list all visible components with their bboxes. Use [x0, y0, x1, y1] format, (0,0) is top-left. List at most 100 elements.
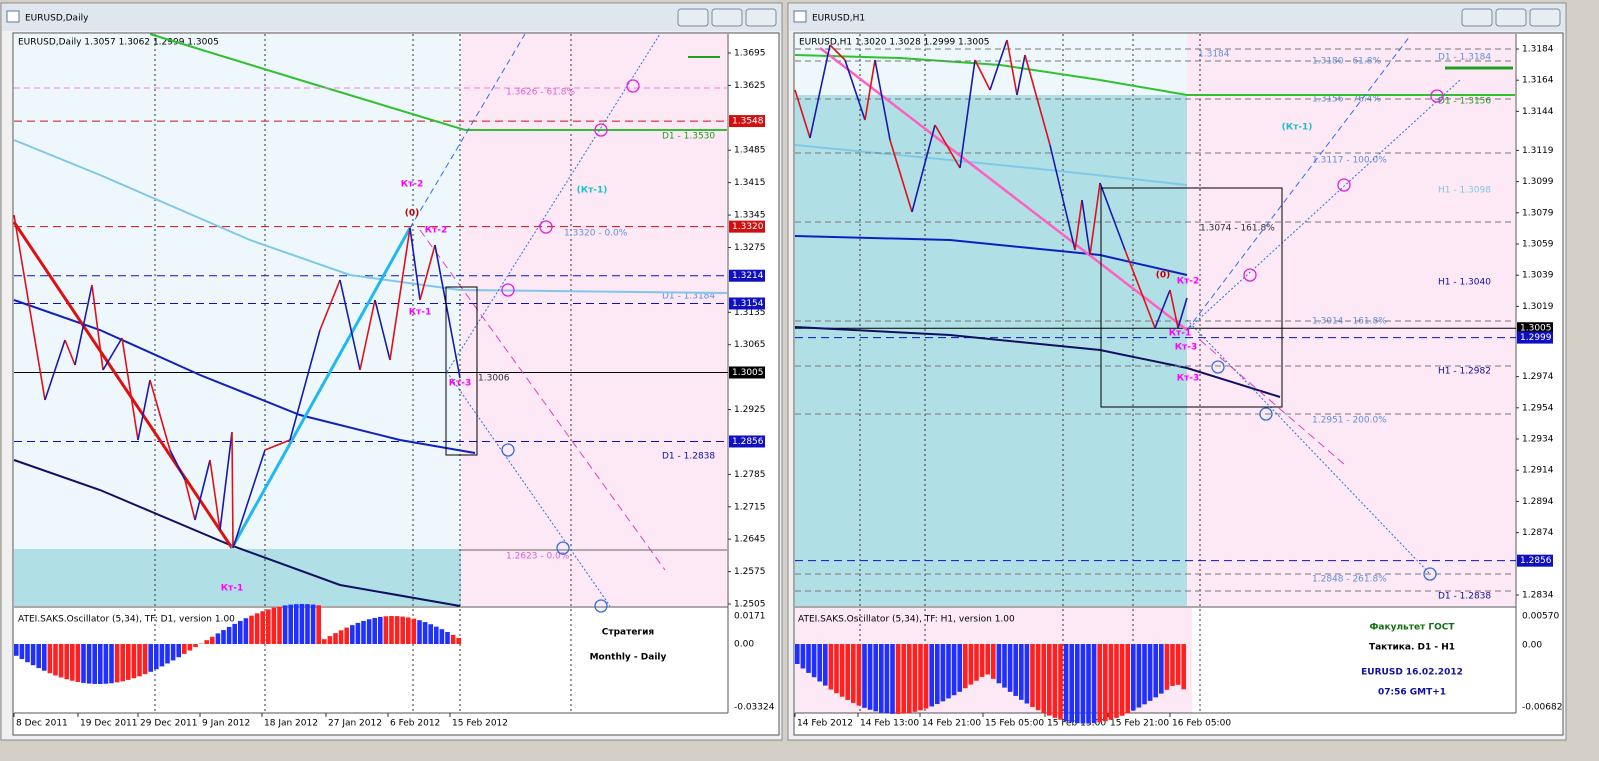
- oscillator-bar: [873, 644, 878, 711]
- price-tick-label: 1.3079: [1522, 208, 1554, 218]
- oscillator-bar: [1181, 644, 1186, 689]
- window-title: EURUSD,H1: [812, 14, 865, 24]
- oscillator-bar: [1036, 644, 1041, 710]
- oscillator-bar: [389, 616, 394, 644]
- oscillator-bar: [171, 644, 176, 660]
- oscillator-bar: [227, 627, 232, 644]
- time-tick-label: 6 Feb 2012: [390, 719, 440, 729]
- oscillator-bar: [1114, 644, 1119, 718]
- price-tick-label: 1.2505: [734, 600, 766, 610]
- oscillator-bar: [361, 621, 366, 644]
- price-tick-label: 1.3485: [734, 146, 766, 156]
- zone: [795, 95, 1187, 606]
- maximize-button[interactable]: [1496, 9, 1526, 26]
- oscillator-bar: [946, 644, 951, 698]
- oscillator-bar: [260, 611, 265, 644]
- oscillator-bar: [1081, 644, 1086, 724]
- oscillator-bar: [1109, 644, 1114, 720]
- oscillator-bar: [851, 644, 856, 703]
- oscillator-bar: [1030, 644, 1035, 707]
- oscillator-bar: [980, 644, 985, 677]
- oscillator-bar: [120, 644, 125, 681]
- oscillator-bar: [1086, 644, 1091, 724]
- oscillator-bar: [845, 644, 850, 700]
- oscillator-bar: [862, 644, 867, 708]
- time-tick-label: 9 Jan 2012: [202, 719, 250, 729]
- oscillator-bar: [1137, 644, 1142, 708]
- oscillator-bar: [92, 644, 97, 684]
- level-label: 1.3184: [1198, 50, 1230, 60]
- oscillator-bar: [255, 613, 260, 644]
- oscillator-bar: [244, 618, 249, 644]
- oscillator-bar: [98, 644, 103, 684]
- oscillator-bar: [210, 637, 215, 644]
- oscillator-bar: [288, 605, 293, 644]
- price-tick-label: 1.3144: [1522, 107, 1554, 117]
- price-tick-label: 1.2785: [734, 470, 766, 480]
- level-label: D1 - 1.3530: [662, 132, 715, 142]
- oscillator-bar: [412, 619, 417, 644]
- oscillator-bar: [160, 644, 165, 666]
- price-tick-label: 1.3164: [1522, 76, 1554, 86]
- price-tick-label: 1.3099: [1522, 177, 1554, 187]
- price-tick-label: 1.2914: [1522, 466, 1554, 476]
- oscillator-bar: [974, 644, 979, 681]
- time-tick-label: 15 Feb 05:00: [985, 719, 1044, 729]
- oscillator-bar: [801, 644, 806, 668]
- price-tick-label: 1.2934: [1522, 435, 1554, 445]
- time-tick-label: 27 Jan 2012: [328, 719, 382, 729]
- oscillator-bar: [840, 644, 845, 697]
- oscillator-bar: [53, 644, 58, 675]
- time-tick-label: 18 Jan 2012: [264, 719, 318, 729]
- price-tick-label: 1.3119: [1522, 146, 1554, 156]
- oscillator-bar: [1013, 644, 1018, 696]
- window-icon: [794, 11, 806, 22]
- oscillator-bar: [428, 624, 433, 644]
- oscillator-bar: [1058, 644, 1063, 720]
- annotation: Кт-1: [409, 308, 432, 318]
- minimize-button[interactable]: [1462, 9, 1492, 26]
- oscillator-bar: [300, 604, 305, 644]
- price-tick-label: 1.3039: [1522, 271, 1554, 281]
- oscillator-bar: [1148, 644, 1153, 701]
- oscillator-tick-label: -0.03324: [734, 703, 775, 713]
- oscillator-bar: [70, 644, 75, 681]
- annotation: (0): [405, 209, 420, 219]
- price-tick-label: 1.3345: [734, 211, 766, 221]
- caption: Стратегия: [602, 628, 655, 638]
- maximize-button[interactable]: [712, 9, 742, 26]
- price-tick-label: 1.3065: [734, 340, 766, 350]
- oscillator-bar: [913, 644, 918, 712]
- oscillator-bar: [997, 644, 1002, 683]
- oscillator-bar: [901, 644, 906, 714]
- oscillator-bar: [991, 644, 996, 679]
- price-tag-label: 1.2856: [732, 437, 764, 447]
- oscillator-tick-label: 0.00: [1522, 641, 1542, 651]
- oscillator-tick-label: -0.00682: [1522, 703, 1562, 713]
- time-tick-label: 19 Dec 2011: [80, 719, 138, 729]
- oscillator-bar: [154, 644, 159, 669]
- price-tick-label: 1.2954: [1522, 403, 1554, 413]
- close-button[interactable]: [1530, 9, 1560, 26]
- zone: [461, 34, 727, 606]
- oscillator-bar: [823, 644, 828, 686]
- minimize-button[interactable]: [678, 9, 708, 26]
- oscillator-bar: [132, 644, 137, 678]
- oscillator-bar: [1008, 644, 1013, 692]
- oscillator-bar: [440, 629, 445, 644]
- oscillator-bar: [1075, 644, 1080, 723]
- annotation: Кт-3: [1177, 374, 1200, 384]
- oscillator-bar: [890, 644, 895, 714]
- oscillator-label: ATEI.SAKS.Oscillator (5,34), TF: H1, ver…: [798, 615, 1015, 625]
- level-label: 1.3626 - 61.8%: [506, 88, 575, 98]
- annotation: (Кт-1): [1282, 123, 1313, 133]
- oscillator-bar: [42, 644, 47, 671]
- oscillator-bar: [238, 621, 243, 644]
- price-tick-label: 1.3184: [1522, 45, 1554, 55]
- oscillator-bar: [1064, 644, 1069, 721]
- oscillator-bar: [81, 644, 86, 683]
- close-button[interactable]: [746, 9, 776, 26]
- oscillator-bar: [1002, 644, 1007, 688]
- oscillator-bar: [182, 644, 187, 654]
- oscillator-bar: [400, 617, 405, 644]
